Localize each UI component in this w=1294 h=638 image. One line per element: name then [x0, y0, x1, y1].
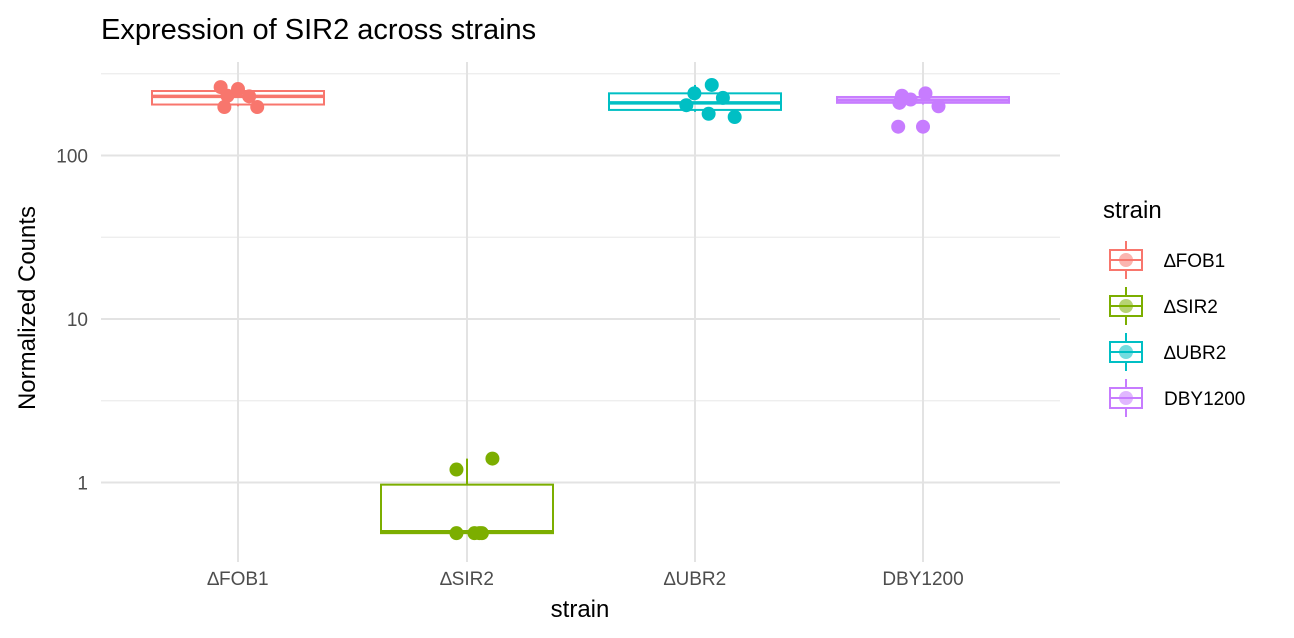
- legend-item: ∆UBR2: [1109, 333, 1226, 371]
- legend-key-point: [1119, 299, 1133, 313]
- legend: strain ∆FOB1 ∆SIR2 ∆UBR2 DBY1200: [1103, 197, 1245, 417]
- boxplot-1: [380, 458, 554, 535]
- x-axis-title: strain: [551, 596, 610, 623]
- data-point: [242, 89, 257, 104]
- data-point: [892, 95, 907, 110]
- legend-label: ∆UBR2: [1164, 343, 1226, 364]
- boxplots: [151, 84, 1010, 535]
- data-point: [220, 88, 235, 103]
- data-point: [449, 462, 464, 477]
- x-tick-label: ∆UBR2: [664, 569, 726, 590]
- y-tick-label: 1: [77, 474, 88, 495]
- data-points: [213, 77, 946, 541]
- legend-key-point: [1119, 345, 1133, 359]
- y-tick-labels: 1 10 100: [56, 147, 88, 495]
- data-point: [903, 92, 918, 107]
- legend-label: ∆SIR2: [1164, 297, 1218, 318]
- chart-title: Expression of SIR2 across strains: [101, 14, 536, 46]
- y-tick-label: 10: [67, 310, 88, 331]
- data-point: [704, 77, 719, 92]
- data-point: [474, 526, 489, 541]
- data-point: [891, 119, 906, 134]
- data-point: [250, 99, 265, 114]
- data-point: [449, 526, 464, 541]
- major-gridlines: [101, 62, 1060, 562]
- legend-label: DBY1200: [1164, 389, 1245, 410]
- legend-key-point: [1119, 391, 1133, 405]
- data-point: [485, 451, 500, 466]
- data-point: [687, 86, 702, 101]
- data-point: [727, 109, 742, 124]
- data-point: [916, 119, 930, 134]
- data-point: [231, 82, 245, 97]
- x-tick-label: DBY1200: [882, 569, 963, 590]
- data-point: [931, 99, 946, 114]
- data-point: [701, 106, 716, 121]
- minor-gridlines: [101, 73, 1060, 402]
- legend-title: strain: [1103, 197, 1162, 224]
- x-tick-label: ∆SIR2: [440, 569, 494, 590]
- data-point: [679, 98, 694, 113]
- data-point: [918, 86, 933, 101]
- legend-label: ∆FOB1: [1164, 251, 1225, 272]
- data-point: [715, 90, 730, 105]
- y-tick-label: 100: [56, 147, 88, 168]
- legend-item: ∆FOB1: [1109, 241, 1225, 279]
- x-tick-labels: ∆FOB1 ∆SIR2 ∆UBR2 DBY1200: [207, 569, 963, 590]
- legend-item: ∆SIR2: [1109, 287, 1218, 325]
- y-axis-title: Normalized Counts: [14, 206, 41, 410]
- data-point: [217, 99, 232, 114]
- legend-item: DBY1200: [1109, 379, 1245, 417]
- legend-key-point: [1119, 253, 1133, 267]
- x-tick-label: ∆FOB1: [207, 569, 268, 590]
